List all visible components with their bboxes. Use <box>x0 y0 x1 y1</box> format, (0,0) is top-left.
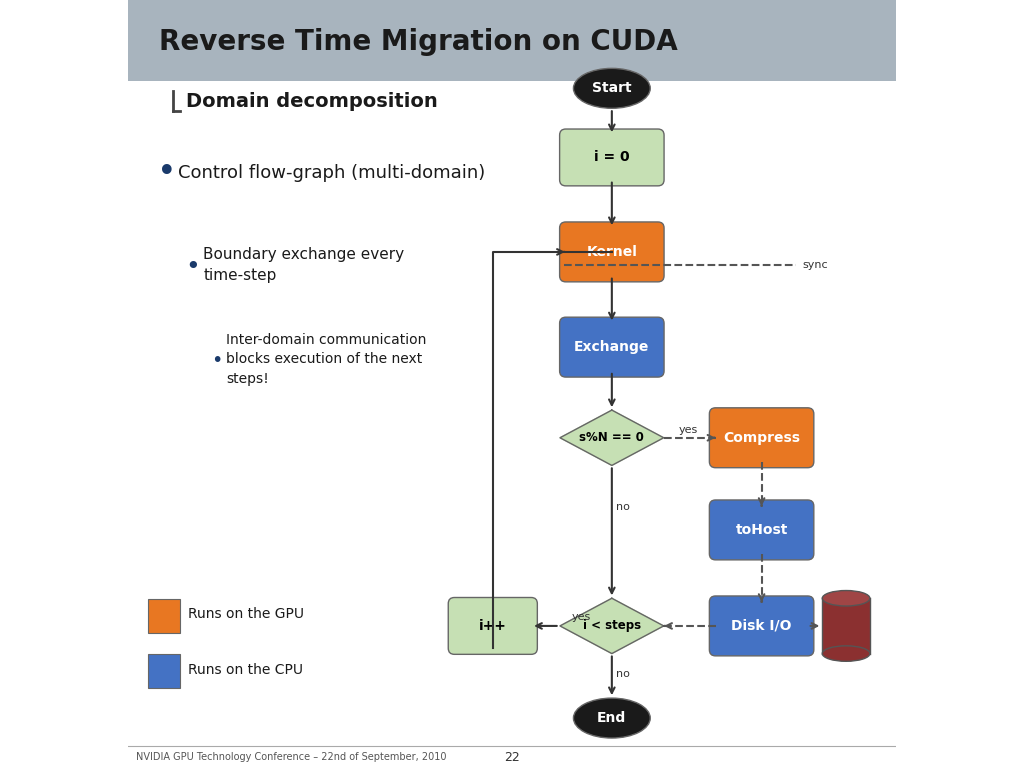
Text: Kernel: Kernel <box>587 245 637 259</box>
Text: Exchange: Exchange <box>574 340 649 354</box>
Text: sync: sync <box>803 260 828 270</box>
Text: NVIDIA GPU Technology Conference – 22nd of September, 2010: NVIDIA GPU Technology Conference – 22nd … <box>135 752 446 763</box>
FancyBboxPatch shape <box>148 599 180 633</box>
Text: •: • <box>211 352 222 370</box>
Text: no: no <box>616 669 631 680</box>
Text: Boundary exchange every
time-step: Boundary exchange every time-step <box>203 247 404 283</box>
Ellipse shape <box>822 646 870 661</box>
Text: Start: Start <box>592 81 632 95</box>
Text: yes: yes <box>571 612 591 623</box>
FancyBboxPatch shape <box>559 222 665 282</box>
Ellipse shape <box>573 68 650 108</box>
Text: 22: 22 <box>504 751 520 763</box>
Text: Disk I/O: Disk I/O <box>731 619 792 633</box>
FancyBboxPatch shape <box>128 0 896 81</box>
FancyBboxPatch shape <box>148 654 180 688</box>
FancyBboxPatch shape <box>710 500 814 560</box>
Text: Domain decomposition: Domain decomposition <box>185 92 437 111</box>
Text: i = 0: i = 0 <box>594 151 630 164</box>
Text: Reverse Time Migration on CUDA: Reverse Time Migration on CUDA <box>159 28 678 56</box>
FancyBboxPatch shape <box>559 129 665 186</box>
FancyBboxPatch shape <box>710 408 814 468</box>
Text: Runs on the CPU: Runs on the CPU <box>188 663 303 677</box>
FancyBboxPatch shape <box>710 596 814 656</box>
Bar <box>822 598 870 654</box>
Polygon shape <box>560 410 664 465</box>
Text: i < steps: i < steps <box>583 620 641 632</box>
Text: s%N == 0: s%N == 0 <box>580 432 644 444</box>
Text: •: • <box>185 255 201 280</box>
Text: no: no <box>616 502 631 512</box>
Polygon shape <box>560 598 664 654</box>
Text: •: • <box>158 157 177 189</box>
Text: toHost: toHost <box>735 523 787 537</box>
Ellipse shape <box>573 698 650 738</box>
Text: i++: i++ <box>479 619 507 633</box>
Text: Inter-domain communication
blocks execution of the next
steps!: Inter-domain communication blocks execut… <box>226 333 427 386</box>
Ellipse shape <box>822 591 870 606</box>
Text: Runs on the GPU: Runs on the GPU <box>188 607 304 621</box>
Text: End: End <box>597 711 627 725</box>
Text: yes: yes <box>679 425 698 435</box>
FancyBboxPatch shape <box>449 598 538 654</box>
FancyBboxPatch shape <box>559 317 665 377</box>
Text: Compress: Compress <box>723 431 800 445</box>
Text: Control flow-graph (multi-domain): Control flow-graph (multi-domain) <box>178 164 485 182</box>
